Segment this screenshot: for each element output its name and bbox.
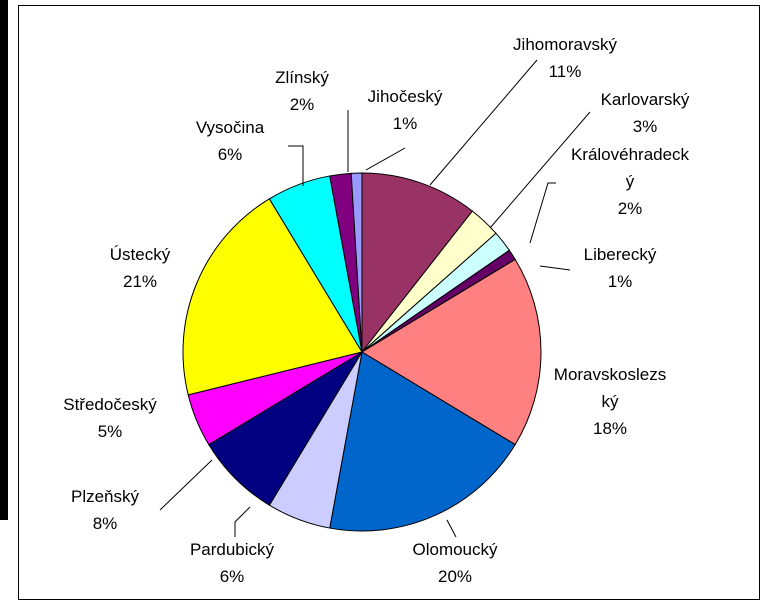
label-name: Liberecký: [583, 245, 657, 264]
data-label: Jihočeský 1%: [368, 83, 443, 137]
label-value: 8%: [92, 514, 118, 533]
label-name: Zlínský: [275, 68, 329, 87]
label-name: Ústecký: [109, 245, 171, 264]
data-label: Vysočina 6%: [196, 114, 264, 168]
leader-line: [529, 182, 556, 244]
label-name: Jihomoravský: [513, 35, 617, 54]
pie-slice: [350, 172, 363, 353]
label-name: Pardubický: [189, 540, 275, 559]
label-name: Olomoucký: [412, 540, 498, 559]
data-label: Královéhradecký 2%: [570, 141, 690, 222]
pie-slice: [361, 172, 474, 354]
label-value: 20%: [437, 567, 473, 586]
pie-slice: [329, 351, 516, 532]
leader-lines: [159, 59, 591, 538]
label-value: 6%: [217, 145, 243, 164]
edge-bar: [0, 0, 8, 520]
leader-line: [539, 265, 571, 271]
label-name: Moravskoslezský: [553, 365, 667, 411]
data-label: Pardubický 6%: [190, 536, 274, 590]
leader-line: [429, 59, 538, 186]
label-name: Jihočeský: [367, 87, 443, 106]
data-label: Jihomoravský 11%: [513, 31, 617, 85]
label-value: 21%: [122, 272, 158, 291]
leader-line: [489, 111, 591, 229]
label-value: 2%: [289, 95, 315, 114]
label-name: Plzeňský: [70, 487, 140, 506]
label-value: 11%: [548, 62, 582, 81]
leader-line: [159, 459, 213, 511]
pie-slice: [361, 258, 542, 446]
label-value: 18%: [592, 419, 628, 438]
label-value: 3%: [632, 117, 658, 136]
label-name: Středočeský: [63, 395, 157, 414]
pie-slice: [182, 198, 363, 396]
data-label: Zlínský 2%: [275, 64, 329, 118]
label-name: Karlovarský: [600, 90, 690, 109]
data-label: Moravskoslezský 18%: [550, 361, 670, 442]
label-value: 1%: [392, 114, 418, 133]
leader-line: [446, 519, 457, 538]
data-label: Liberecký 1%: [584, 241, 657, 295]
label-value: 5%: [97, 422, 123, 441]
leader-line: [234, 506, 251, 537]
label-name: Vysočina: [195, 118, 265, 137]
data-label: Ústecký 21%: [110, 241, 170, 295]
data-label: Středočeský 5%: [63, 391, 157, 445]
leader-line: [288, 145, 304, 186]
label-value: 6%: [219, 567, 245, 586]
label-value: 1%: [607, 272, 633, 291]
label-name: Královéhradecký: [570, 145, 690, 191]
data-label: Karlovarský 3%: [601, 86, 690, 140]
label-value: 2%: [617, 199, 643, 218]
leader-line: [365, 147, 406, 171]
data-label: Plzeňský 8%: [71, 483, 139, 537]
data-label: Olomoucký 20%: [412, 536, 497, 590]
slices: [182, 172, 542, 532]
